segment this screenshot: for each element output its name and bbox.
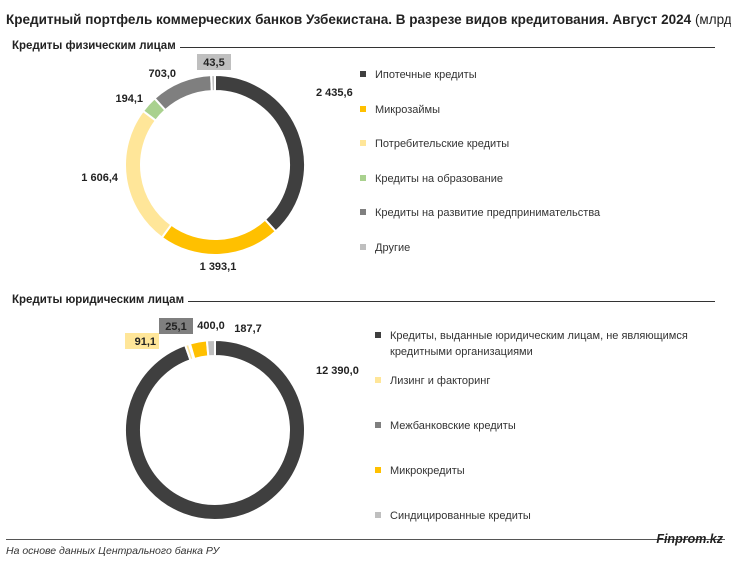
donut-2-label-3: 25,1	[159, 318, 193, 334]
chart-title-main: Кредитный портфель коммерческих банков У…	[6, 12, 692, 27]
donut-1-slice-5	[153, 74, 213, 112]
donut-2-slice-4	[188, 339, 210, 361]
legend-label: Ипотечные кредиты	[375, 69, 477, 81]
section-rule-legal	[12, 301, 715, 302]
section-title-individuals: Кредиты физическим лицам	[12, 40, 180, 52]
legend-item-2-3: Межбанковские кредиты	[375, 418, 516, 434]
legend-label: Межбанковские кредиты	[390, 420, 516, 432]
donut-2-label-2: 91,1	[125, 333, 159, 349]
legend-swatch	[375, 467, 381, 473]
donut-1-label-6: 43,5	[197, 54, 231, 70]
legend-swatch	[375, 332, 381, 338]
legend-swatch	[360, 71, 366, 77]
legend-item-1-1: Ипотечные кредиты	[360, 67, 477, 83]
svg-text:43,5: 43,5	[203, 57, 224, 69]
legend-label: Микрокредиты	[390, 465, 465, 477]
legend-swatch	[375, 422, 381, 428]
legend-label: Лизинг и факторинг	[390, 375, 491, 387]
legend-label: Другие	[375, 242, 411, 254]
donut-2-label-5: 187,7	[234, 323, 262, 335]
legend-label: Синдицированные кредиты	[390, 510, 531, 522]
section-rule-individuals	[12, 47, 715, 48]
svg-text:1 606,4: 1 606,4	[81, 172, 119, 184]
brand-logo: Finprom.kz	[656, 532, 723, 546]
legend-item-1-2: Микрозаймы	[360, 102, 440, 118]
donut-1-slice-2	[160, 218, 278, 256]
legend-swatch	[360, 140, 366, 147]
legend-swatch	[360, 105, 366, 112]
footer-rule	[6, 539, 725, 540]
svg-text:2 435,6: 2 435,6	[316, 87, 353, 99]
legend-item-2-4: Микрокредиты	[375, 463, 465, 479]
chart-title: Кредитный портфель коммерческих банков У…	[6, 12, 731, 27]
legend-item-2-2: Лизинг и факторинг	[375, 373, 490, 389]
svg-text:25,1: 25,1	[165, 321, 186, 333]
legend-label: Потребительские кредиты	[375, 138, 510, 151]
legend-item-1-6: Другие	[360, 240, 410, 256]
svg-text:1 393,1: 1 393,1	[200, 261, 237, 273]
donut-2-label-1: 12 390,0	[316, 365, 359, 377]
legend-item-2-1: Кредиты, выданные юридическим лицам, не …	[375, 328, 725, 360]
legend-swatch	[375, 512, 381, 518]
donut-1-label-3: 1 606,4	[81, 172, 119, 184]
donut-2-slice-1	[124, 338, 306, 521]
legend-label: Кредиты на развитие предпринимательства	[375, 207, 601, 220]
source-note: На основе данных Центрального банка РУ	[6, 545, 220, 557]
legend-item-2-5: Синдицированные кредиты	[375, 508, 531, 524]
chart-title-unit: (млрд тг)	[694, 12, 731, 27]
donut-1-label-2: 1 393,1	[200, 261, 237, 273]
donut-1-label-5: 703,0	[148, 68, 176, 80]
legend-swatch	[360, 174, 366, 181]
section-title-legal: Кредиты юридическим лицам	[12, 294, 189, 306]
legend-swatch	[360, 244, 366, 250]
legend-item-1-3: Потребительские кредиты	[360, 136, 509, 152]
donut-1-label-4: 194,1	[115, 93, 143, 105]
donut-1-slice-3	[124, 109, 173, 240]
svg-text:194,1: 194,1	[115, 93, 143, 105]
legend-swatch	[375, 377, 381, 383]
legend-item-1-5: Кредиты на развитие предпринимательства	[360, 205, 600, 221]
donut-1-slice-1	[214, 73, 306, 233]
legend-label: Микрозаймы	[375, 103, 441, 116]
svg-text:187,7: 187,7	[234, 323, 262, 335]
legend-swatch	[360, 209, 366, 216]
svg-text:12 390,0: 12 390,0	[316, 365, 359, 377]
donut-2-label-4: 400,0	[197, 320, 225, 332]
donut-1-slice-6	[210, 73, 216, 93]
svg-text:703,0: 703,0	[148, 68, 176, 80]
svg-text:91,1: 91,1	[135, 336, 156, 348]
legend-label: Кредиты, выданные юридическим лицам, не …	[390, 330, 688, 358]
donut-1-label-1: 2 435,6	[316, 87, 353, 99]
svg-text:400,0: 400,0	[197, 320, 225, 332]
legend-item-1-4: Кредиты на образование	[360, 171, 503, 187]
donut-2-slice-5	[205, 338, 216, 358]
legend-label: Кредиты на образование	[375, 172, 503, 185]
